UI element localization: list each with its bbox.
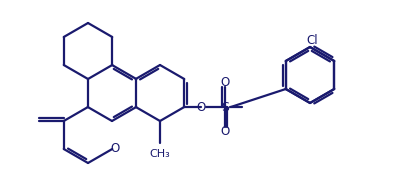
Text: Cl: Cl [306, 33, 318, 46]
Text: O: O [220, 125, 229, 138]
Text: O: O [111, 142, 120, 155]
Text: O: O [220, 76, 229, 89]
Text: S: S [221, 100, 229, 113]
Text: O: O [196, 100, 205, 113]
Text: CH₃: CH₃ [150, 149, 170, 159]
